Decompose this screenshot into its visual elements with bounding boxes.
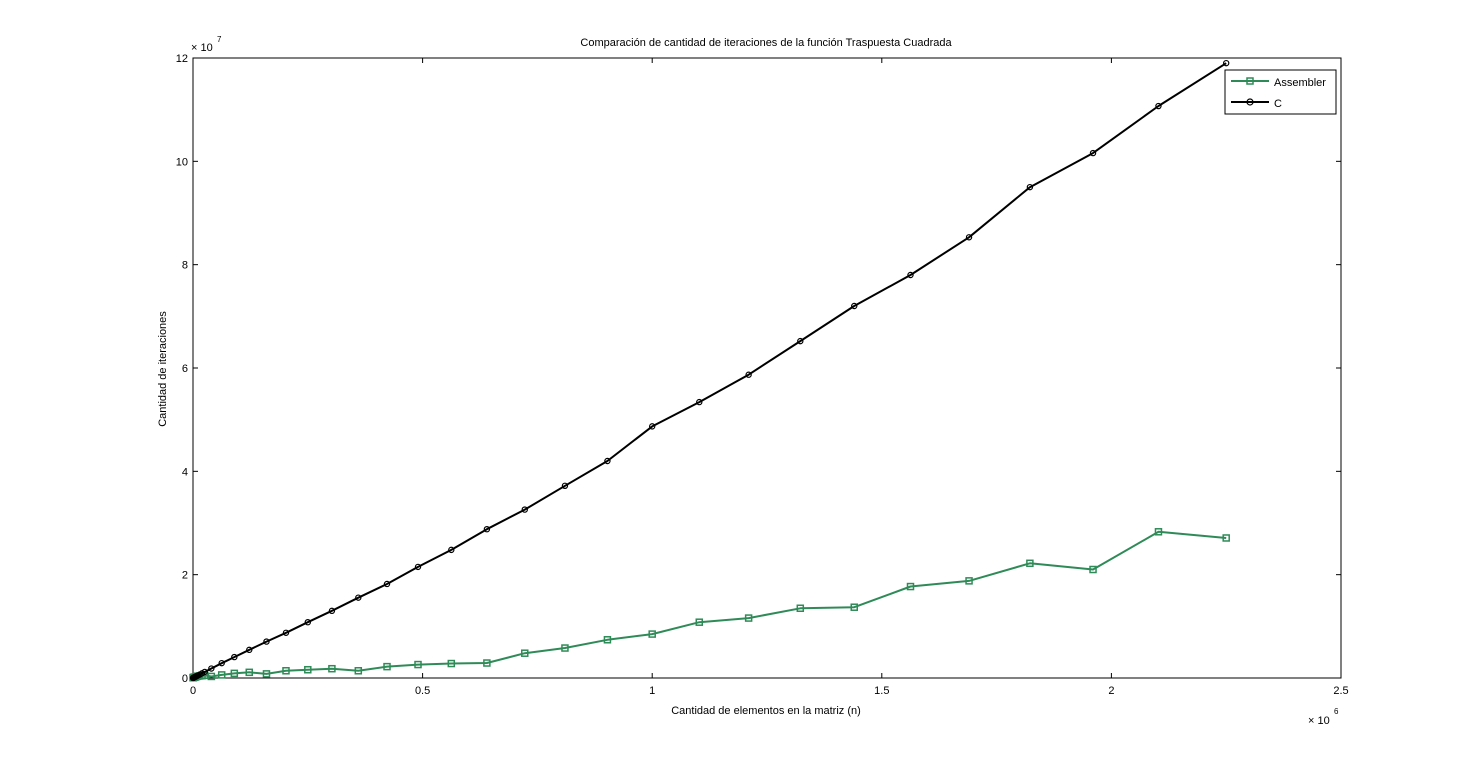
data-point-assembler bbox=[230, 669, 239, 678]
y-axis-label: Cantidad de iteraciones bbox=[157, 311, 169, 427]
data-point-c bbox=[448, 546, 455, 554]
data-point-assembler bbox=[1222, 534, 1230, 542]
data-point-c bbox=[797, 337, 804, 345]
data-point-assembler bbox=[648, 630, 656, 638]
y-tick-label: 6 bbox=[182, 363, 188, 375]
y-tick-label: 2 bbox=[182, 570, 188, 582]
data-point-assembler bbox=[207, 672, 216, 681]
data-point-assembler bbox=[217, 671, 226, 679]
legend-item-assembler: Assembler bbox=[1231, 77, 1326, 89]
data-point-c bbox=[218, 659, 225, 667]
data-point-assembler bbox=[850, 603, 858, 611]
data-point-c bbox=[246, 646, 253, 654]
x-tick-label: 1.5 bbox=[874, 685, 889, 697]
data-point-assembler bbox=[414, 660, 422, 669]
data-point-c bbox=[1026, 183, 1034, 191]
legend-box bbox=[1224, 69, 1337, 115]
legend: Assembler C bbox=[1224, 69, 1337, 115]
data-point-c bbox=[414, 563, 422, 571]
legend-label-c: C bbox=[1274, 98, 1282, 110]
data-point-assembler bbox=[245, 668, 254, 677]
data-point-c bbox=[965, 234, 973, 241]
y-multiplier-base: × 10 bbox=[191, 42, 213, 54]
data-point-assembler bbox=[965, 577, 973, 585]
legend-label-assembler: Assembler bbox=[1274, 77, 1326, 89]
data-point-assembler bbox=[796, 604, 805, 612]
data-point-assembler bbox=[328, 664, 336, 673]
y-tick-label: 4 bbox=[182, 466, 188, 478]
x-tick-label: 1 bbox=[649, 685, 655, 697]
data-point-assembler bbox=[383, 662, 391, 671]
y-tick-label: 0 bbox=[182, 673, 188, 685]
data-point-c bbox=[649, 423, 656, 430]
data-point-assembler bbox=[262, 670, 271, 678]
x-tick-label: 2.5 bbox=[1333, 685, 1348, 697]
data-point-assembler bbox=[695, 618, 704, 626]
data-point-c bbox=[282, 629, 290, 636]
data-point-assembler bbox=[603, 636, 612, 644]
plot-frame bbox=[192, 57, 1342, 679]
x-multiplier-exponent: 6 bbox=[1334, 707, 1339, 716]
data-point-assembler bbox=[1026, 559, 1034, 568]
series-layer bbox=[189, 59, 1230, 682]
data-point-c bbox=[355, 594, 362, 601]
data-point-c bbox=[328, 607, 336, 615]
data-point-c bbox=[851, 302, 858, 310]
x-axis-label: Cantidad de elementos en la matriz (n) bbox=[671, 705, 861, 717]
plot-area bbox=[192, 57, 1342, 679]
y-tick-label: 8 bbox=[182, 260, 188, 272]
data-point-c bbox=[263, 638, 270, 645]
legend-item-c: C bbox=[1231, 98, 1282, 110]
data-point-assembler bbox=[447, 659, 456, 668]
data-point-assembler bbox=[521, 649, 529, 657]
chart-title: Comparación de cantidad de iteraciones d… bbox=[580, 37, 952, 49]
data-point-c bbox=[231, 653, 238, 661]
data-point-c bbox=[604, 457, 611, 465]
data-point-c bbox=[383, 580, 391, 588]
y-axis-multiplier: × 10 7 bbox=[191, 35, 222, 54]
data-point-c bbox=[521, 506, 528, 513]
data-point-assembler bbox=[354, 667, 363, 675]
data-point-c bbox=[561, 482, 569, 489]
data-point-c bbox=[907, 271, 914, 279]
data-point-c bbox=[201, 668, 208, 676]
legend-marker-c bbox=[1246, 98, 1254, 106]
data-point-c bbox=[1155, 102, 1162, 110]
data-point-assembler bbox=[744, 614, 753, 622]
data-point-assembler bbox=[1154, 528, 1163, 536]
series-c bbox=[189, 59, 1230, 682]
x-multiplier-base: × 10 bbox=[1308, 715, 1330, 727]
x-tick-label: 2 bbox=[1108, 685, 1114, 697]
data-point-assembler bbox=[304, 665, 312, 674]
data-point-assembler bbox=[906, 582, 915, 591]
y-tick-label: 12 bbox=[176, 53, 188, 65]
y-multiplier-exponent: 7 bbox=[217, 35, 222, 44]
data-point-assembler bbox=[1089, 565, 1097, 574]
data-point-c bbox=[1089, 149, 1097, 157]
y-axis: 0 2 4 6 8 10 12 bbox=[176, 53, 1341, 685]
x-tick-label: 0.5 bbox=[415, 685, 430, 697]
legend-marker-assembler bbox=[1246, 77, 1254, 85]
x-axis-multiplier: × 10 6 bbox=[1308, 707, 1339, 727]
y-tick-label: 10 bbox=[176, 156, 188, 168]
data-point-assembler bbox=[561, 644, 569, 652]
data-point-c bbox=[483, 526, 491, 533]
data-point-c bbox=[1222, 59, 1230, 67]
x-tick-label: 0 bbox=[190, 685, 196, 697]
data-point-c bbox=[696, 398, 703, 406]
data-point-c bbox=[745, 371, 752, 378]
data-point-assembler bbox=[483, 659, 491, 667]
data-point-c bbox=[208, 665, 215, 672]
x-axis: 0 0.5 1 1.5 2 2.5 bbox=[190, 58, 1349, 697]
data-point-c bbox=[304, 619, 311, 626]
data-point-assembler bbox=[282, 667, 290, 675]
